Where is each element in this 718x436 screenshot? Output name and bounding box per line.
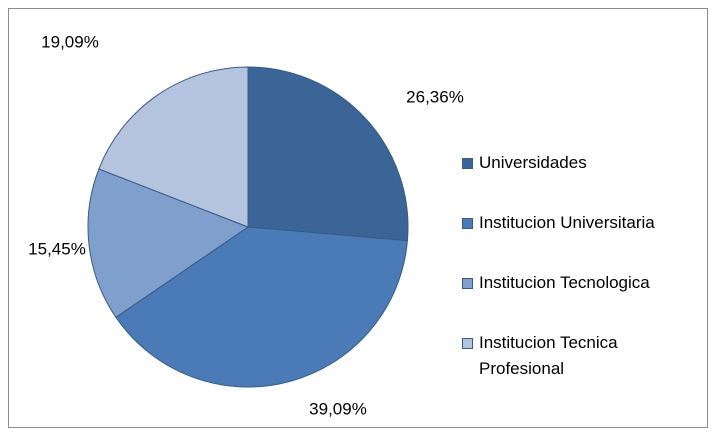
chart-frame	[8, 8, 708, 428]
data-label: 15,45%	[28, 239, 86, 258]
data-label: 39,09%	[309, 399, 367, 418]
legend-label: Institucion Universitaria	[479, 213, 655, 232]
legend-swatch	[462, 338, 473, 349]
legend-swatch	[462, 218, 473, 229]
legend-item: Institucion Tecnologica	[460, 270, 710, 330]
pie-slice	[98, 66, 249, 228]
pie-slice	[87, 168, 250, 318]
legend-item: Institucion Tecnica Profesional	[460, 330, 710, 390]
data-label: 19,09%	[41, 32, 99, 51]
legend-swatch	[462, 278, 473, 289]
legend: Universidades Institucion Universitaria In…	[460, 150, 710, 390]
legend-label: Institucion Tecnologica	[479, 273, 650, 292]
legend-swatch	[462, 158, 473, 169]
legend-item: Universidades	[460, 150, 710, 210]
pie-slice	[115, 226, 408, 388]
pie-slice	[247, 66, 409, 242]
legend-item: Institucion Universitaria	[460, 210, 710, 270]
legend-label: Institucion Tecnica Profesional	[479, 333, 618, 378]
legend-label: Universidades	[479, 153, 587, 172]
data-label: 26,36%	[406, 87, 464, 106]
